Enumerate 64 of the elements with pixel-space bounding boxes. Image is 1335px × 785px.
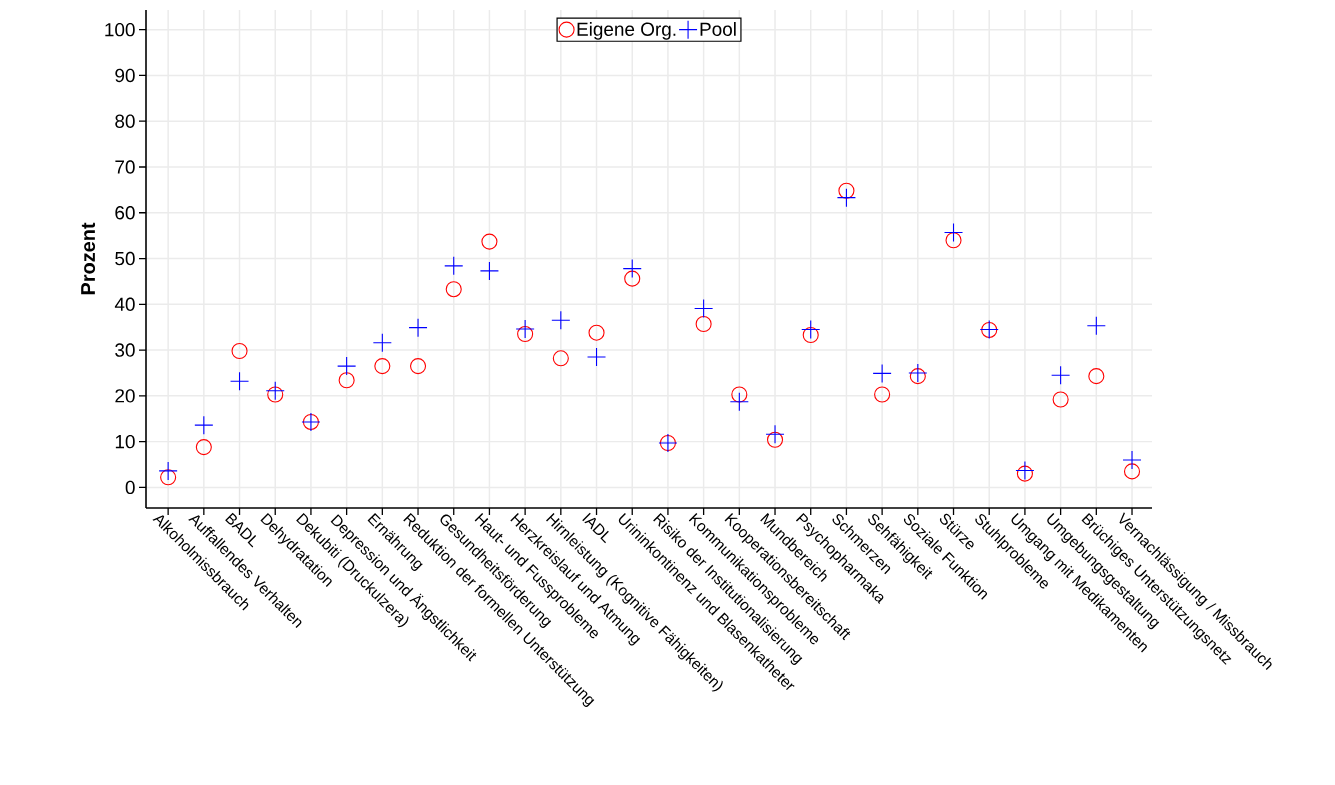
point bbox=[1123, 463, 1141, 480]
point bbox=[160, 469, 177, 486]
point bbox=[802, 326, 819, 344]
point bbox=[729, 392, 749, 412]
point bbox=[1051, 365, 1071, 385]
point bbox=[1088, 368, 1105, 385]
legend-label: Pool bbox=[700, 22, 736, 36]
point bbox=[695, 315, 712, 333]
point bbox=[624, 270, 641, 287]
point bbox=[588, 324, 605, 341]
point bbox=[231, 342, 248, 360]
point bbox=[409, 358, 427, 375]
point bbox=[515, 319, 535, 339]
y-tick-label: 100 bbox=[105, 22, 135, 37]
y-tick-label: 0 bbox=[125, 480, 135, 495]
point bbox=[731, 386, 748, 403]
y-tick-label: 30 bbox=[115, 343, 135, 357]
point bbox=[586, 347, 607, 367]
point bbox=[836, 188, 856, 208]
point bbox=[1122, 450, 1142, 470]
point bbox=[838, 182, 855, 199]
y-tick-label: 10 bbox=[115, 434, 135, 449]
point bbox=[337, 356, 357, 376]
point bbox=[1086, 316, 1106, 336]
point bbox=[622, 259, 642, 279]
y-tick-label: 20 bbox=[115, 389, 135, 403]
y-tick-label: 40 bbox=[114, 297, 135, 312]
point bbox=[408, 318, 428, 338]
point bbox=[194, 415, 214, 435]
y-tick-label: 50 bbox=[115, 251, 135, 266]
point bbox=[265, 381, 285, 401]
point bbox=[1052, 391, 1069, 408]
point bbox=[874, 386, 891, 403]
point bbox=[908, 363, 928, 383]
y-axis-title: Prozent bbox=[81, 222, 96, 295]
point bbox=[267, 386, 284, 403]
point bbox=[481, 233, 498, 250]
point bbox=[943, 222, 964, 242]
y-tick-label: 60 bbox=[115, 206, 135, 220]
point bbox=[374, 358, 391, 375]
point bbox=[766, 431, 784, 448]
point bbox=[195, 439, 212, 456]
point bbox=[765, 424, 785, 444]
legend-label: Eigene Org. bbox=[577, 22, 676, 40]
point bbox=[872, 363, 892, 383]
point bbox=[552, 350, 569, 367]
point bbox=[479, 261, 499, 281]
point bbox=[444, 256, 464, 276]
point bbox=[517, 326, 534, 343]
point bbox=[372, 333, 392, 353]
point bbox=[445, 281, 462, 298]
point bbox=[338, 372, 355, 389]
y-tick-label: 90 bbox=[115, 68, 135, 83]
point bbox=[551, 310, 571, 330]
point bbox=[945, 232, 962, 249]
point bbox=[1016, 465, 1033, 482]
y-tick-label: 70 bbox=[115, 160, 135, 174]
point bbox=[801, 319, 821, 340]
y-tick-label: 80 bbox=[115, 114, 135, 128]
point bbox=[1015, 460, 1035, 481]
point bbox=[909, 368, 926, 385]
point bbox=[158, 461, 178, 481]
point bbox=[694, 298, 714, 318]
point bbox=[229, 371, 250, 391]
